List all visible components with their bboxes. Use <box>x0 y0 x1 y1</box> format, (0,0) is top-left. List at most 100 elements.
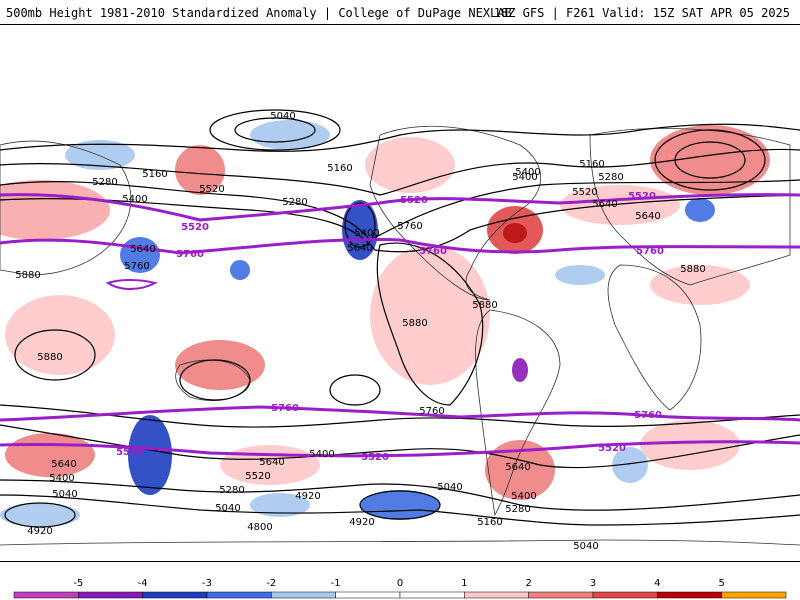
contour-label: 5520 <box>598 443 626 454</box>
contour-labels: 5040 5160 5280 5400 5520 5640 5760 5880 … <box>15 111 705 552</box>
asia-west-coast <box>0 140 132 276</box>
contour-closed <box>209 109 341 151</box>
contour-label: 4920 <box>295 491 320 502</box>
contour-label: 5640 <box>130 244 155 255</box>
contour-label: 4920 <box>349 517 374 528</box>
contour-closed <box>234 117 316 143</box>
positive-anomaly-region <box>175 145 225 195</box>
negative-anomaly-region <box>0 503 80 527</box>
colorbar-tick-label: 0 <box>397 578 403 589</box>
contour-label: 5400 <box>511 491 536 502</box>
positive-anomaly-region <box>485 440 555 500</box>
colorbar-ticks: -5 -4 -3 -2 -1 0 1 2 3 4 5 <box>73 578 725 589</box>
contour-line <box>0 404 800 428</box>
contour-label: 5760 <box>176 249 204 260</box>
contour-5760-north <box>0 237 800 255</box>
contour-label: 5040 <box>573 541 598 552</box>
eurasia-coast <box>589 128 791 286</box>
contour-label: 5520 <box>245 471 270 482</box>
contour-label: 5040 <box>437 482 462 493</box>
north-america-coast <box>369 125 542 301</box>
contour-label: 5160 <box>477 517 502 528</box>
contour-5400-small-loop <box>105 279 158 290</box>
contour-line <box>0 123 800 152</box>
contour-line <box>0 148 800 196</box>
positive-anomaly-region <box>650 125 770 195</box>
negative-anomaly-region <box>230 260 250 280</box>
contour-label: 4920 <box>27 526 52 537</box>
contour-label: 5520 <box>572 187 597 198</box>
contour-label: 5520 <box>181 222 209 233</box>
positive-anomaly-region <box>503 223 527 243</box>
colorbar-segment <box>271 591 336 599</box>
contour-closed <box>329 374 381 406</box>
positive-anomaly-region <box>5 433 95 477</box>
contour-label: 5400 <box>122 194 147 205</box>
contour-label: 5640 <box>51 459 76 470</box>
contour-line <box>0 494 800 526</box>
negative-anomaly-region <box>555 265 605 285</box>
antarctica-coast <box>0 539 800 546</box>
map-title: 500mb Height 1981-2010 Standardized Anom… <box>6 6 512 20</box>
contour-line <box>0 479 800 511</box>
colorbar-tick-label: -4 <box>138 578 148 589</box>
positive-anomaly-region <box>650 265 750 305</box>
colorbar-segment <box>142 591 208 599</box>
contour-label: 5160 <box>142 169 167 180</box>
contour-label: 5760 <box>636 246 664 257</box>
contour-label: 5760 <box>419 406 444 417</box>
positive-anomaly-region <box>560 185 680 225</box>
contour-label: 5880 <box>15 270 40 281</box>
contour-closed <box>4 502 76 528</box>
colorbar-tick-label: -3 <box>202 578 212 589</box>
colorbar-tick-label: 5 <box>718 578 724 589</box>
contour-label: 5280 <box>282 197 307 208</box>
contour-label: 5760 <box>419 246 447 257</box>
contour-label: 5640 <box>592 199 617 210</box>
contour-label: 5880 <box>402 318 427 329</box>
colorbar-segment <box>592 591 658 599</box>
contour-label: 5640 <box>505 462 530 473</box>
contour-label: 5400 <box>354 228 379 239</box>
anomaly-map: 5040 5160 5280 5400 5520 5640 5760 5880 … <box>0 24 800 562</box>
colorbar-segments <box>13 591 787 599</box>
negative-anomaly-region <box>612 447 648 483</box>
colorbar-segment <box>399 591 465 599</box>
contour-label: 5280 <box>92 177 117 188</box>
colorbar-tick-label: 2 <box>525 578 531 589</box>
contour-label: 5280 <box>219 485 244 496</box>
negative-anomaly-region <box>65 140 135 170</box>
contour-label: 5400 <box>309 449 334 460</box>
colorbar-segment <box>657 591 722 599</box>
coastlines <box>0 125 800 546</box>
contour-label: 5400 <box>512 172 537 183</box>
contour-label: 5640 <box>635 211 660 222</box>
contour-label: 5880 <box>37 352 62 363</box>
positive-anomaly-region <box>640 420 740 470</box>
contour-label: 5400 <box>49 473 74 484</box>
colorbar-tick-label: -1 <box>331 578 341 589</box>
contour-label: 5400 <box>515 167 540 178</box>
contour-label: 5760 <box>271 403 299 414</box>
colorbar-segment <box>528 591 594 599</box>
contour-closed <box>14 329 96 381</box>
positive-anomaly-region <box>5 295 115 375</box>
contour-closed <box>674 141 746 179</box>
contour-label: 5880 <box>472 300 497 311</box>
contour-label: 5040 <box>215 503 240 514</box>
contour-5520-north <box>0 193 800 222</box>
contour-closed <box>654 129 766 191</box>
negative-anomaly-region <box>128 415 172 495</box>
africa-coast <box>607 264 702 411</box>
positive-anomaly-region <box>365 137 455 193</box>
contour-label: 5880 <box>680 264 705 275</box>
contour-label: 5040 <box>52 489 77 500</box>
positive-anomaly-region <box>175 340 265 390</box>
contour-label: 5520 <box>400 195 428 206</box>
positive-anomaly-region <box>370 245 490 385</box>
contour-label: 5160 <box>327 163 352 174</box>
contour-closed <box>344 202 376 248</box>
contour-line <box>0 194 800 253</box>
colorbar-tick-label: -2 <box>266 578 276 589</box>
positive-anomaly-region <box>0 180 110 240</box>
